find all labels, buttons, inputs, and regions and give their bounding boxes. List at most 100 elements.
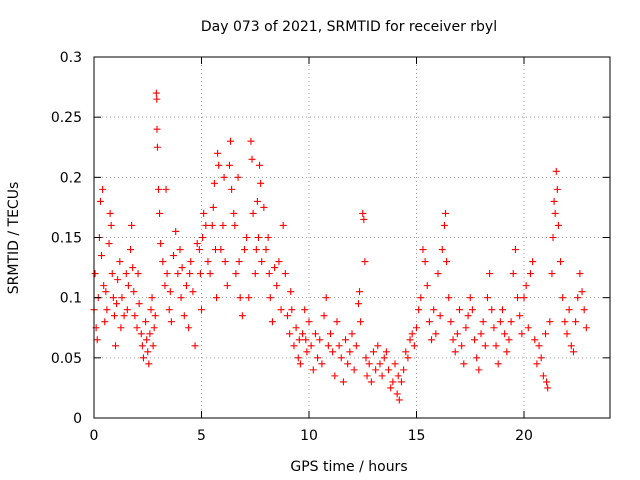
data-point — [451, 348, 459, 356]
data-point — [318, 360, 326, 368]
data-point — [113, 300, 121, 308]
data-point — [400, 366, 408, 374]
data-point — [385, 366, 393, 374]
data-point — [180, 312, 188, 320]
data-point — [153, 125, 161, 133]
data-point — [234, 173, 242, 181]
data-point — [271, 264, 279, 272]
data-point — [120, 312, 128, 320]
data-point — [464, 312, 472, 320]
y-tick-label: 0.15 — [51, 231, 82, 247]
data-point — [118, 294, 126, 302]
data-point — [238, 312, 246, 320]
axis-ticks — [93, 56, 610, 419]
data-point — [544, 384, 552, 392]
data-point — [365, 360, 373, 368]
chart-title: Day 073 of 2021, SRMTID for receiver rby… — [201, 19, 497, 35]
data-point — [561, 318, 569, 326]
data-point — [105, 240, 113, 248]
data-point — [264, 234, 272, 241]
data-point — [402, 348, 410, 356]
data-point — [130, 288, 138, 296]
data-point — [533, 360, 541, 368]
data-point — [354, 300, 362, 308]
data-point — [339, 378, 347, 386]
data-point — [432, 330, 440, 338]
data-point — [133, 324, 141, 332]
data-point — [100, 282, 108, 290]
data-point — [296, 360, 304, 368]
data-point — [106, 209, 114, 217]
data-point — [142, 318, 150, 326]
data-point — [565, 306, 573, 314]
data-point — [249, 209, 257, 217]
data-point — [350, 366, 358, 374]
data-point — [162, 185, 170, 193]
y-tick-label: 0.3 — [60, 50, 82, 66]
data-point — [543, 378, 551, 386]
data-point — [185, 324, 193, 332]
data-point — [245, 294, 253, 302]
data-point — [204, 258, 212, 266]
data-point — [138, 342, 146, 350]
data-point — [156, 209, 164, 217]
data-point — [492, 342, 500, 350]
data-point — [227, 137, 235, 145]
data-point — [260, 203, 268, 211]
data-point — [225, 161, 233, 169]
data-point — [453, 330, 461, 338]
data-point — [277, 306, 285, 314]
data-point — [305, 318, 313, 326]
data-point — [408, 330, 416, 338]
data-point — [144, 348, 152, 356]
data-point — [290, 342, 298, 350]
data-point — [442, 209, 450, 217]
data-point — [522, 282, 530, 290]
data-point — [382, 348, 390, 356]
data-point — [481, 342, 489, 350]
data-point — [320, 312, 328, 320]
x-tick-label: 10 — [300, 428, 318, 444]
data-point — [303, 348, 311, 356]
data-point — [333, 318, 341, 326]
data-point — [419, 246, 427, 254]
data-point — [114, 276, 122, 284]
data-point — [101, 318, 109, 326]
data-point — [311, 330, 319, 338]
data-point — [496, 318, 504, 326]
data-point — [221, 258, 229, 266]
data-point — [393, 390, 401, 398]
y-tick-label: 0.25 — [51, 110, 82, 126]
data-point — [576, 270, 584, 278]
data-point — [268, 318, 276, 326]
data-point — [458, 342, 466, 350]
data-point — [91, 270, 99, 278]
data-point — [265, 270, 273, 278]
data-point — [552, 167, 560, 175]
y-tick-label: 0 — [73, 411, 82, 427]
data-point — [413, 324, 420, 332]
data-point — [198, 306, 205, 314]
data-point — [292, 324, 300, 332]
data-point — [582, 324, 590, 332]
data-point — [550, 197, 558, 205]
data-point — [361, 258, 369, 266]
data-point — [516, 312, 524, 320]
data-point — [128, 221, 136, 229]
data-point — [145, 360, 153, 368]
data-point — [546, 318, 554, 326]
data-point — [359, 209, 367, 217]
data-point — [108, 270, 116, 278]
data-point — [387, 384, 395, 392]
data-point — [143, 336, 151, 344]
data-point — [213, 294, 221, 302]
data-point — [526, 270, 534, 278]
data-point — [447, 318, 455, 326]
data-point — [456, 306, 463, 314]
data-point — [531, 336, 539, 344]
data-point — [157, 240, 165, 248]
data-point — [220, 173, 228, 181]
data-point — [102, 288, 110, 296]
data-point — [253, 197, 261, 205]
data-point — [129, 264, 137, 272]
